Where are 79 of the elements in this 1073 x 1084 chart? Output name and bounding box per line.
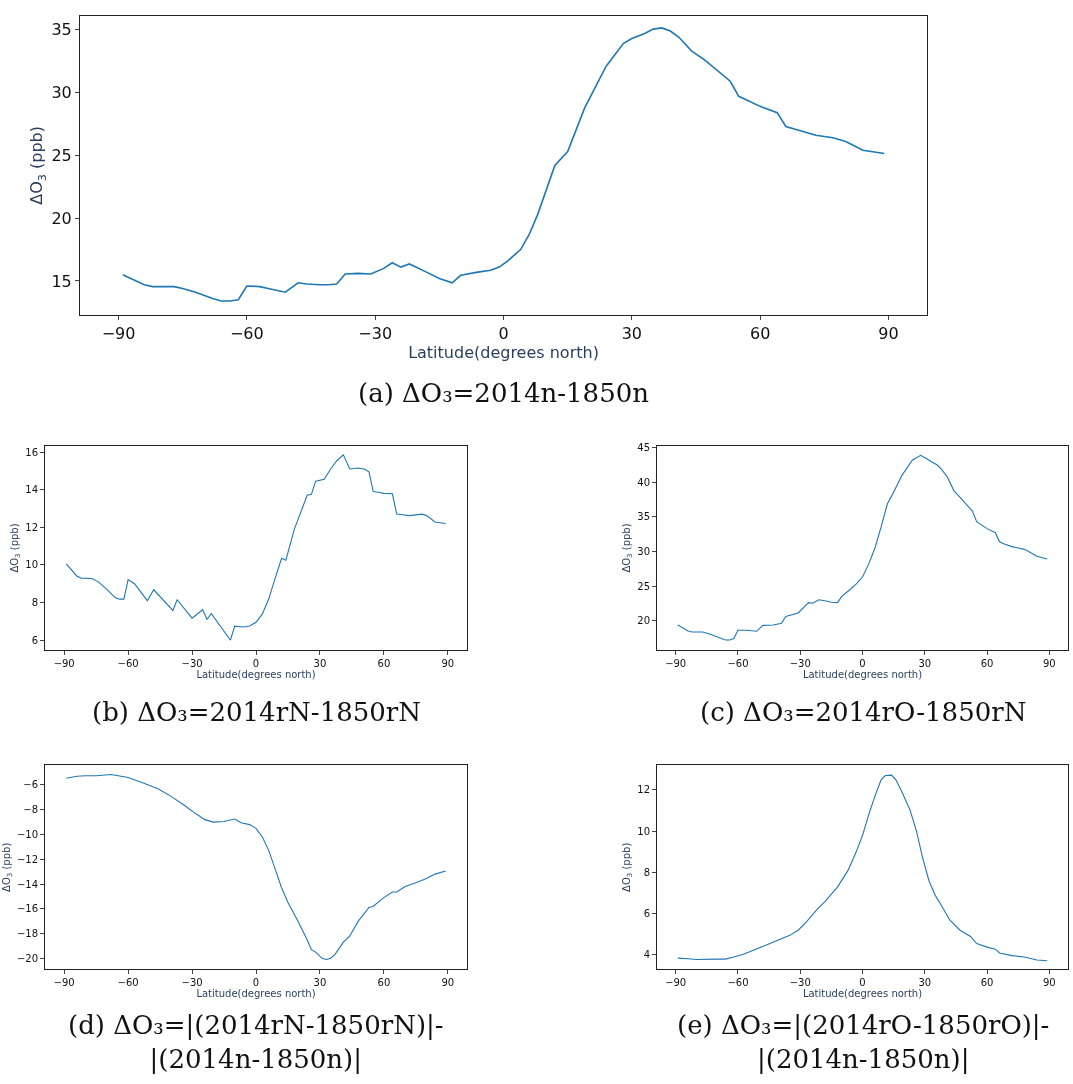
y-tick-label: −14: [16, 878, 38, 890]
x-tick-label: −90: [53, 657, 75, 669]
y-tick-label: 10: [637, 825, 650, 837]
x-tick-label: −30: [358, 324, 393, 344]
x-tick-label: 60: [980, 977, 994, 989]
y-tick-label: −20: [16, 952, 38, 964]
y-tick-label: −10: [16, 829, 38, 840]
y-tick-label: 45: [637, 442, 650, 454]
text: (b) ΔO₃=2014rN-1850rN: [92, 697, 421, 727]
y-tick-label: 25: [51, 145, 72, 165]
y-tick-label: 40: [637, 476, 650, 488]
y-tick-label: 30: [51, 83, 72, 103]
y-tick-label: 8: [643, 866, 650, 878]
x-tick-label: −30: [789, 977, 811, 989]
x-tick-label: −60: [727, 657, 749, 669]
y-tick-label: 14: [25, 484, 38, 496]
y-tick-label: 12: [637, 784, 650, 796]
line-series: [65, 773, 447, 961]
line-series: [677, 454, 1048, 641]
x-tick-label: −90: [101, 324, 136, 344]
x-tick-label: 0: [859, 977, 866, 989]
x-tick-label: 0: [498, 324, 509, 344]
x-axis-title: Latitude(degrees north): [196, 668, 316, 680]
y-tick-label: 6: [643, 908, 650, 920]
x-tick-label: 30: [313, 657, 327, 669]
text: (c) ΔO₃=2014rO-1850rN: [700, 697, 1027, 727]
text: (d) ΔO₃=|(2014rN-1850rN)|-|(2014n-1850n)|: [68, 1010, 444, 1074]
y-tick-label: −8: [23, 804, 38, 816]
x-tick-label: 60: [749, 324, 771, 344]
x-axis-title: Latitude(degrees north): [408, 343, 599, 363]
y-tick-label: 35: [51, 20, 72, 40]
x-tick-label: 30: [313, 977, 327, 989]
x-tick-label: −30: [181, 977, 203, 989]
y-tick-label: 6: [31, 634, 38, 646]
y-tick-label: −16: [16, 903, 38, 915]
y-tick-label: 30: [637, 545, 650, 557]
y-tick-label: 12: [25, 521, 38, 533]
x-tick-label: −90: [665, 977, 687, 989]
y-tick-label: 16: [25, 446, 38, 458]
x-tick-label: −90: [53, 977, 75, 989]
x-tick-label: 90: [441, 657, 455, 669]
y-tick-label: 35: [637, 511, 650, 523]
y-tick-label: 25: [637, 580, 650, 592]
text: (a) ΔO₃=2014n-1850n: [358, 378, 650, 408]
x-tick-label: 90: [878, 324, 899, 344]
x-tick-label: 60: [980, 657, 994, 669]
y-tick-label: −12: [16, 853, 38, 865]
x-tick-label: 0: [252, 657, 260, 669]
line-series: [121, 27, 886, 302]
y-tick-label: 10: [25, 559, 38, 571]
x-tick-label: −60: [727, 977, 749, 989]
x-tick-label: −30: [789, 657, 811, 669]
x-tick-label: −60: [117, 977, 139, 989]
y-tick-label: −6: [23, 779, 38, 791]
x-tick-label: 0: [252, 977, 260, 989]
x-tick-label: −60: [117, 657, 139, 669]
x-tick-label: 90: [1042, 977, 1056, 989]
y-tick-label: 20: [51, 208, 72, 228]
x-tick-label: −60: [229, 324, 264, 344]
x-tick-label: 30: [918, 977, 932, 989]
x-tick-label: 90: [441, 977, 455, 989]
line-series: [65, 454, 447, 641]
x-tick-label: 0: [859, 657, 866, 669]
x-tick-label: −30: [181, 657, 203, 669]
x-tick-label: 90: [1042, 657, 1056, 669]
x-tick-label: 60: [377, 977, 391, 989]
x-tick-label: 30: [918, 657, 932, 669]
y-tick-label: 15: [51, 271, 72, 291]
y-tick-label: −18: [16, 928, 38, 940]
x-axis-title: Latitude(degrees north): [802, 668, 923, 680]
x-tick-label: −90: [665, 657, 687, 669]
y-tick-label: 20: [637, 615, 650, 627]
y-tick-label: 8: [31, 597, 38, 609]
y-tick-label: 4: [643, 949, 650, 961]
x-tick-label: 60: [377, 657, 391, 669]
x-axis-title: Latitude(degrees north): [196, 988, 316, 1000]
x-axis-title: Latitude(degrees north): [802, 988, 923, 1000]
text: (e) ΔO₃=|(2014rO-1850rO)|-|(2014n-1850n)|: [677, 1010, 1050, 1074]
line-series: [677, 774, 1048, 962]
